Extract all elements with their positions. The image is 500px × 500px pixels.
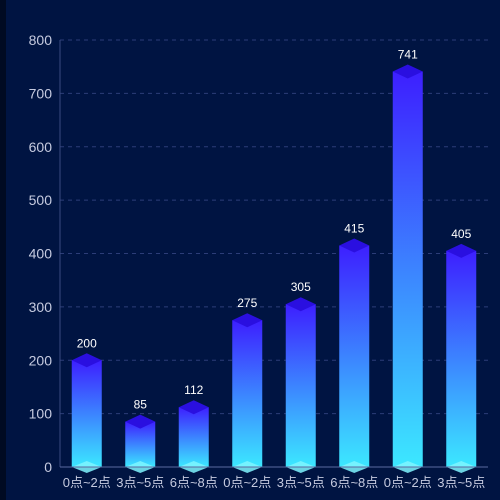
y-tick-label: 500: [29, 192, 53, 208]
bar-body: [446, 250, 477, 467]
bar-body: [339, 245, 370, 467]
bar: [339, 238, 370, 473]
left-edge-strip: [0, 0, 6, 500]
x-tick-label: 3点~5点: [437, 475, 485, 490]
x-tick-label: 0点~2点: [384, 475, 432, 490]
x-tick-label: 3点~5点: [116, 475, 164, 490]
data-label: 305: [291, 280, 311, 294]
bar: [71, 353, 102, 473]
bar-body: [125, 421, 156, 467]
bar-body: [71, 360, 102, 467]
data-label: 415: [344, 221, 364, 235]
bar-body: [178, 407, 209, 467]
y-tick-label: 0: [44, 459, 52, 475]
x-tick-label: 3点~5点: [277, 475, 325, 490]
bar-top-cap: [71, 353, 102, 368]
y-tick-label: 800: [29, 32, 53, 48]
y-tick-label: 100: [29, 406, 53, 422]
x-tick-label: 6点~8点: [330, 475, 378, 490]
x-tick-label: 6点~8点: [170, 475, 218, 490]
data-label: 85: [134, 398, 148, 412]
data-label: 741: [398, 47, 418, 61]
y-tick-label: 400: [29, 246, 53, 262]
y-tick-label: 700: [29, 85, 53, 101]
bar-body: [285, 304, 316, 467]
y-tick-label: 300: [29, 299, 53, 315]
bar: [446, 243, 477, 473]
data-label: 405: [451, 227, 471, 241]
bar: [392, 64, 423, 473]
bar-body: [232, 320, 263, 467]
bar-top-cap: [178, 400, 209, 415]
bars: [71, 64, 477, 473]
bar: [232, 313, 263, 473]
x-tick-label: 0点~2点: [63, 475, 111, 490]
data-label: 200: [77, 336, 97, 350]
y-axis: 0 100 200 300 400 500 600 700 800: [29, 32, 61, 475]
bar-top-cap: [392, 64, 423, 79]
bar-top-cap: [339, 238, 370, 253]
bar: [178, 400, 209, 473]
bar-top-cap: [232, 313, 263, 328]
bar-top-cap: [446, 243, 477, 258]
bar-top-cap: [285, 297, 316, 312]
grid-lines: [60, 39, 488, 415]
data-labels: 200 85 112 275 305 415 741 405: [77, 47, 472, 411]
x-tick-label: 0点~2点: [223, 475, 271, 490]
y-tick-label: 200: [29, 352, 53, 368]
y-tick-label: 600: [29, 139, 53, 155]
bar-body: [392, 71, 423, 468]
bar: [285, 297, 316, 473]
x-axis: 0点~2点 3点~5点 6点~8点 0点~2点 3点~5点 6点~8点 0点~2点 3点~5点: [60, 466, 488, 490]
data-label: 275: [237, 296, 257, 310]
bar-top-cap: [125, 414, 156, 429]
data-label: 112: [184, 383, 203, 397]
bar: [125, 414, 156, 473]
